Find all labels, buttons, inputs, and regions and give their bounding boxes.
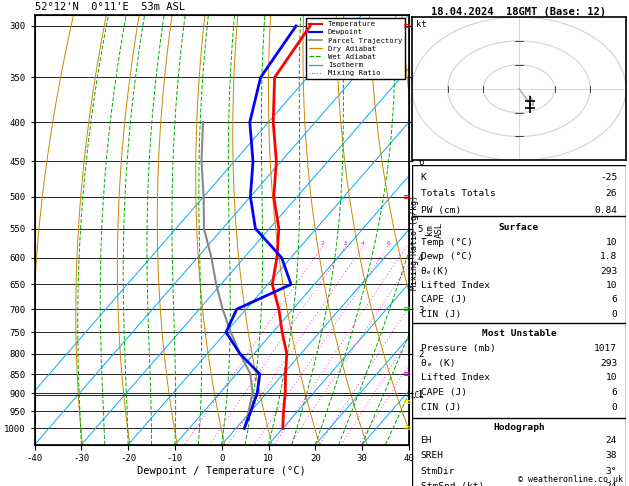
Text: SREH: SREH: [421, 451, 443, 460]
Text: 6: 6: [611, 295, 617, 304]
Text: CIN (J): CIN (J): [421, 310, 461, 319]
Text: ≡: ≡: [403, 304, 411, 314]
Text: 293: 293: [600, 359, 617, 368]
Text: 26: 26: [606, 189, 617, 198]
Text: θₑ (K): θₑ (K): [421, 359, 455, 368]
Text: ≡: ≡: [403, 369, 411, 379]
Text: K: K: [421, 173, 426, 182]
Text: 3°: 3°: [606, 467, 617, 476]
Text: PW (cm): PW (cm): [421, 206, 461, 214]
Text: Pressure (mb): Pressure (mb): [421, 344, 495, 353]
Text: 52°12'N  0°11'E  53m ASL: 52°12'N 0°11'E 53m ASL: [35, 2, 184, 13]
Text: 24: 24: [606, 436, 617, 445]
Text: ≡: ≡: [403, 398, 411, 407]
Text: 10: 10: [606, 373, 617, 382]
Y-axis label: km
ASL: km ASL: [425, 222, 444, 238]
Text: 6: 6: [386, 241, 390, 246]
Text: StmDir: StmDir: [421, 467, 455, 476]
Text: 0.84: 0.84: [594, 206, 617, 214]
Text: 4: 4: [361, 241, 365, 246]
Text: Dewp (°C): Dewp (°C): [421, 252, 472, 261]
Text: ≡: ≡: [403, 191, 411, 202]
Legend: Temperature, Dewpoint, Parcel Trajectory, Dry Adiabat, Wet Adiabat, Isotherm, Mi: Temperature, Dewpoint, Parcel Trajectory…: [306, 18, 405, 79]
Text: 38: 38: [606, 451, 617, 460]
Text: 293: 293: [600, 266, 617, 276]
Text: Mixing Ratio (g/kg): Mixing Ratio (g/kg): [410, 195, 419, 291]
Y-axis label: hPa: hPa: [0, 220, 1, 239]
Text: CAPE (J): CAPE (J): [421, 388, 467, 397]
Text: LCL: LCL: [410, 391, 424, 399]
Text: CIN (J): CIN (J): [421, 403, 461, 412]
Text: 10: 10: [606, 281, 617, 290]
Text: 10: 10: [606, 238, 617, 247]
Text: ≡: ≡: [403, 21, 411, 31]
Text: Surface: Surface: [499, 223, 539, 232]
Text: 3: 3: [344, 241, 348, 246]
Text: StmSpd (kt): StmSpd (kt): [421, 482, 484, 486]
Text: 24: 24: [606, 482, 617, 486]
Text: CAPE (J): CAPE (J): [421, 295, 467, 304]
Text: ≡: ≡: [403, 423, 411, 434]
Text: θₑ(K): θₑ(K): [421, 266, 449, 276]
X-axis label: Dewpoint / Temperature (°C): Dewpoint / Temperature (°C): [137, 466, 306, 476]
Text: EH: EH: [421, 436, 432, 445]
Text: Most Unstable: Most Unstable: [482, 329, 556, 338]
Text: Lifted Index: Lifted Index: [421, 373, 489, 382]
Text: Temp (°C): Temp (°C): [421, 238, 472, 247]
Text: Lifted Index: Lifted Index: [421, 281, 489, 290]
Text: 1.8: 1.8: [600, 252, 617, 261]
Text: 6: 6: [611, 388, 617, 397]
Text: -25: -25: [600, 173, 617, 182]
Text: 2: 2: [321, 241, 325, 246]
Text: Totals Totals: Totals Totals: [421, 189, 495, 198]
Text: 1017: 1017: [594, 344, 617, 353]
Text: 18.04.2024  18GMT (Base: 12): 18.04.2024 18GMT (Base: 12): [431, 7, 606, 17]
Text: 0: 0: [611, 403, 617, 412]
Text: Hodograph: Hodograph: [493, 423, 545, 432]
Text: 0: 0: [611, 310, 617, 319]
Text: © weatheronline.co.uk: © weatheronline.co.uk: [518, 474, 623, 484]
Text: kt: kt: [416, 20, 427, 29]
